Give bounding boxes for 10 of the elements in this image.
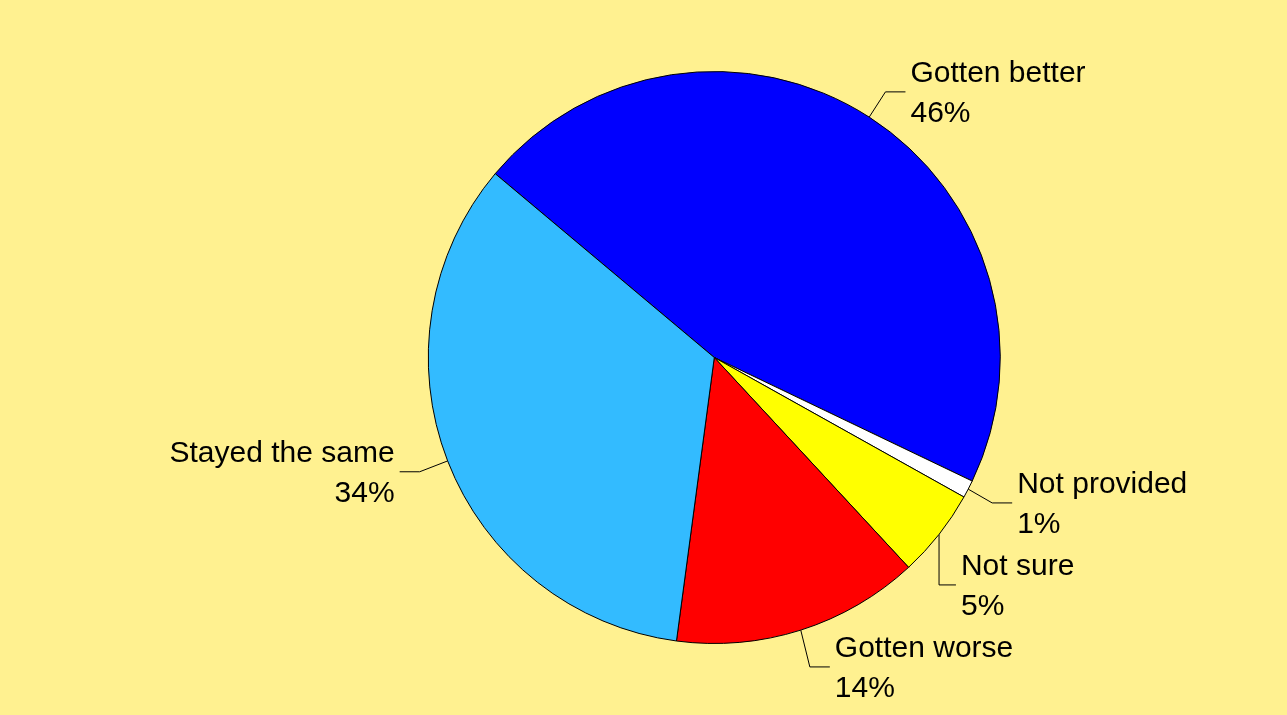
slice-label: Gotten better [910, 55, 1086, 89]
data-label: 5% [960, 588, 1005, 622]
slice-label: Gotten worse [834, 630, 1014, 664]
slice-label: Stayed the same [169, 435, 395, 469]
data-label: 14% [834, 670, 895, 704]
data-label: 34% [334, 475, 395, 509]
data-label: 1% [1017, 506, 1061, 540]
slice-label: Not sure [960, 548, 1075, 582]
data-label: 46% [910, 95, 971, 129]
slice-label: Not provided [1017, 466, 1188, 500]
